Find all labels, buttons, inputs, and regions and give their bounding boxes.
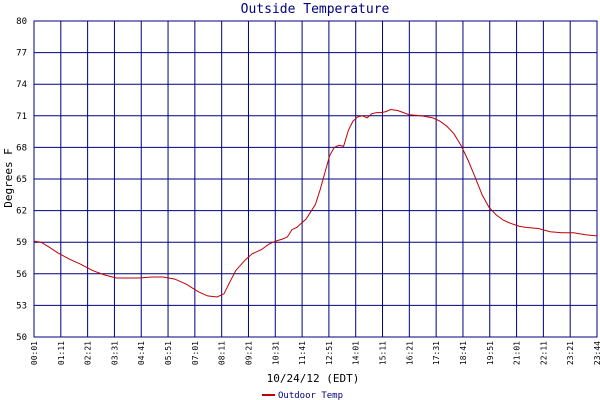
x-tick-label: 12:51 [325, 341, 334, 365]
y-tick-label: 80 [16, 17, 27, 27]
x-tick-label: 21:01 [513, 341, 522, 365]
y-axis-label: Degrees F [2, 148, 15, 208]
x-tick-label: 16:21 [405, 341, 414, 365]
legend-label: Outdoor Temp [278, 391, 343, 400]
x-tick-label: 03:31 [110, 341, 119, 365]
x-tick-label: 22:11 [539, 341, 548, 365]
x-tick-label: 00:01 [30, 341, 39, 365]
x-tick-label: 08:11 [218, 341, 227, 365]
y-tick-label: 53 [16, 301, 27, 311]
y-tick-labels: 50 53 56 59 62 65 68 71 74 77 80 [16, 17, 27, 343]
x-tick-label: 23:21 [566, 341, 575, 365]
y-tick-label: 71 [16, 112, 27, 122]
y-tick-label: 59 [16, 238, 27, 248]
x-tick-label: 10:31 [271, 341, 280, 365]
y-tick-label: 50 [16, 333, 27, 343]
x-tick-label: 04:41 [137, 341, 146, 365]
x-tick-label: 09:21 [244, 341, 253, 365]
x-tick-labels: 00:01 01:11 02:21 03:31 04:41 05:51 07:01 08:11… [30, 341, 600, 365]
y-tick-label: 56 [16, 270, 27, 280]
x-tick-label: 11:41 [298, 341, 307, 365]
x-tick-label: 02:21 [84, 341, 93, 365]
x-tick-label: 01:11 [57, 341, 66, 365]
chart-title: Outside Temperature [241, 2, 390, 17]
series-layer [33, 108, 598, 298]
y-tick-label: 62 [16, 207, 27, 217]
y-tick-label: 77 [16, 49, 27, 59]
y-tick-label: 68 [16, 143, 27, 153]
x-tick-label: 07:01 [191, 341, 200, 365]
grid [33, 20, 598, 338]
x-tick-label: 15:11 [379, 341, 388, 365]
x-tick-label: 18:41 [459, 341, 468, 365]
x-tick-label: 19:51 [486, 341, 495, 365]
x-tick-label: 14:01 [352, 341, 361, 365]
x-tick-label: 17:31 [432, 341, 441, 365]
x-tick-label: 23:44 [593, 341, 600, 365]
series-line-outdoor-temp [33, 108, 598, 298]
legend: Outdoor Temp [262, 391, 343, 400]
y-tick-label: 65 [16, 175, 27, 185]
x-axis-label: 10/24/12 (EDT) [267, 372, 360, 385]
x-tick-label: 05:51 [164, 341, 173, 365]
y-tick-label: 74 [16, 80, 27, 90]
